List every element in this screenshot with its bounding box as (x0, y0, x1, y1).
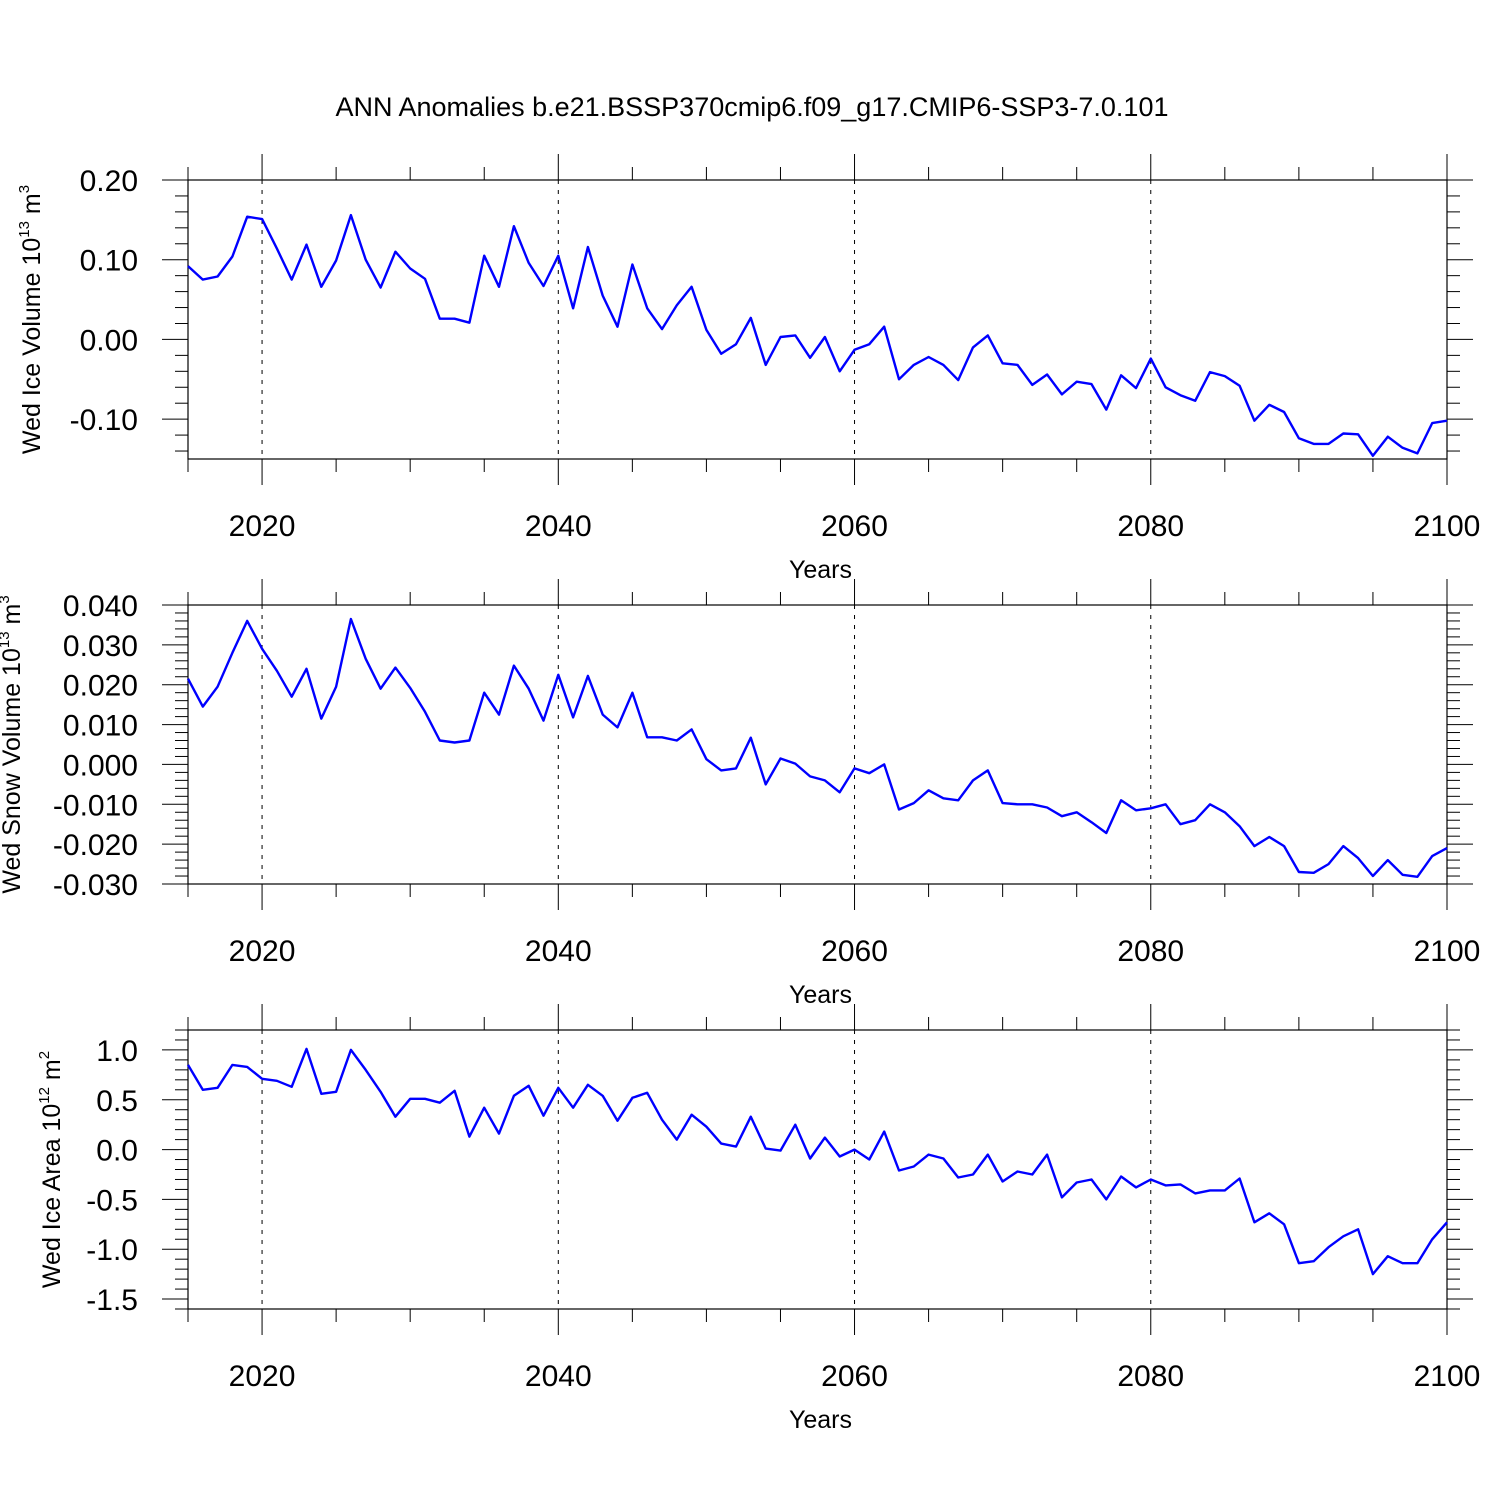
x-tick-label: 2060 (821, 1360, 888, 1393)
plot-frame (187, 179, 1448, 460)
x-axis-label: Years (789, 556, 852, 584)
x-tick-label: 2020 (229, 510, 296, 543)
y-axis-label: Wed Ice Volume 1013 m3 (16, 185, 46, 454)
y-tick-label: 0.040 (63, 590, 138, 623)
y-tick-label: 0.020 (63, 670, 138, 703)
y-tick-label: 1.0 (96, 1035, 138, 1068)
y-axis-label: Wed Snow Volume 1013 m3 (0, 595, 26, 893)
y-tick-label: 0.0 (96, 1135, 138, 1168)
y-axis-label-text: Wed Snow Volume 10 (0, 648, 26, 894)
series-line (186, 1047, 1448, 1276)
x-tick-label: 2040 (525, 510, 592, 543)
y-tick-label: -0.10 (70, 404, 138, 437)
y-tick-label: 0.5 (96, 1085, 138, 1118)
y-axis-label: Wed Ice Area 1012 m2 (36, 1051, 66, 1288)
plot-frame (187, 604, 1448, 885)
y-tick-label: 0.030 (63, 630, 138, 663)
x-tick-label: 2080 (1117, 510, 1184, 543)
y-tick-label: 0.00 (80, 324, 138, 357)
x-tick-label: 2060 (821, 935, 888, 968)
panels: 2020 2040 2060 2080 2100 Years 0.20 0.10 0.00 -0.… (0, 154, 1480, 1434)
x-tick-label: 2020 (229, 935, 296, 968)
y-axis-label-unit: m (0, 604, 26, 632)
figure-title: ANN Anomalies b.e21.BSSP370cmip6.f09_g17… (336, 92, 1169, 122)
y-tick-label: -0.030 (53, 869, 138, 902)
y-axis-label-exponent: 12 (36, 1087, 53, 1104)
y-tick-label: 0.10 (80, 245, 138, 278)
y-axis-label-exponent: 13 (16, 221, 33, 238)
panel-2: 2020 2040 2060 2080 2100 Years 0.040 0.030 0.020… (0, 579, 1480, 1009)
x-tick-label: 2080 (1117, 1360, 1184, 1393)
x-tick-label: 2060 (821, 510, 888, 543)
x-axis-label: Years (789, 981, 852, 1009)
plot-frame (187, 1029, 1448, 1310)
y-axis-label-unit-exponent: 3 (16, 185, 33, 193)
x-tick-label: 2040 (525, 935, 592, 968)
x-axis-label: Years (789, 1406, 852, 1434)
x-tick-label: 2020 (229, 1360, 296, 1393)
series-line (186, 617, 1448, 878)
y-tick-label: -0.020 (53, 829, 138, 862)
panel-1: 2020 2040 2060 2080 2100 Years 0.20 0.10 0.00 -0.… (16, 154, 1480, 584)
y-axis-label-unit: m (38, 1059, 66, 1087)
y-tick-label: 0.20 (80, 165, 138, 198)
y-axis-label-unit-exponent: 2 (36, 1051, 53, 1059)
y-tick-label: -0.010 (53, 789, 138, 822)
y-axis-label-unit-exponent: 3 (0, 595, 13, 603)
x-tick-label: 2080 (1117, 935, 1184, 968)
y-tick-label: -1.5 (86, 1284, 138, 1317)
y-tick-label: -1.0 (86, 1234, 138, 1267)
x-tick-label: 2040 (525, 1360, 592, 1393)
y-axis-label-text: Wed Ice Area 10 (38, 1104, 66, 1288)
panel-3: 2020 2040 2060 2080 2100 Years 1.0 0.5 0.0 -0.5 -1… (36, 1004, 1480, 1434)
y-tick-label: 0.000 (63, 749, 138, 782)
y-tick-label: -0.5 (86, 1184, 138, 1217)
y-tick-label: 0.010 (63, 710, 138, 743)
y-axis-label-text: Wed Ice Volume 10 (18, 238, 46, 454)
x-tick-label: 2100 (1414, 935, 1481, 968)
x-tick-label: 2100 (1414, 1360, 1481, 1393)
y-axis-label-exponent: 13 (0, 631, 13, 648)
y-axis-label-unit: m (18, 193, 46, 221)
series-line (187, 213, 1448, 457)
x-tick-label: 2100 (1414, 510, 1481, 543)
